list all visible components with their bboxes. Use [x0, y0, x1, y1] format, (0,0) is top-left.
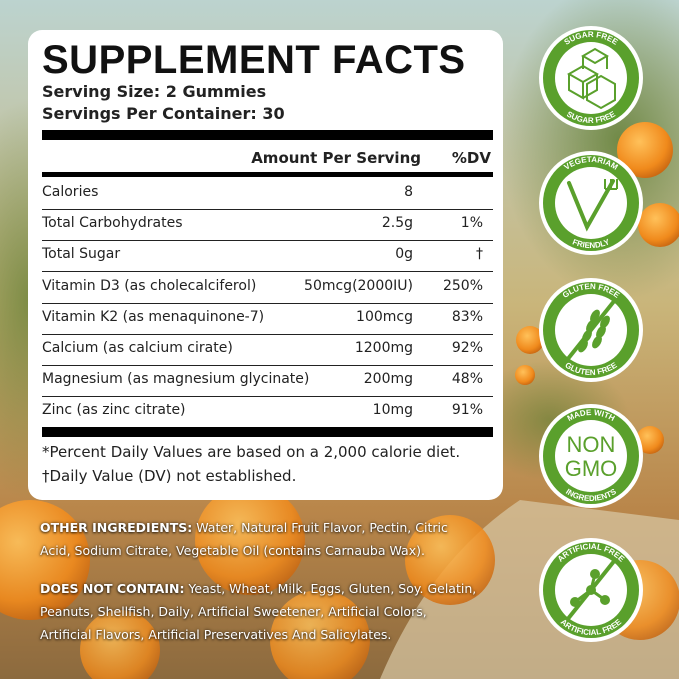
daily-value: 250%: [442, 277, 483, 294]
table-row: Zinc (as zinc citrate) 10mg 91%: [42, 396, 493, 427]
icon: [604, 179, 618, 190]
amount: 0g: [395, 246, 413, 263]
serving-size: Serving Size: 2 Gummies: [42, 82, 267, 101]
table-row: Calcium (as calcium cirate) 1200mg 92%: [42, 334, 493, 365]
icon: [592, 335, 602, 349]
daily-value: 1%: [460, 215, 483, 232]
icon: [566, 47, 616, 110]
footnote: *Percent Daily Values are based on a 2,0…: [42, 443, 461, 461]
facts-panel: SUPPLEMENT FACTS Serving Size: 2 Gummies…: [28, 30, 503, 500]
text: Yeast, Wheat, Milk, Eggs, Gluten, Soy. G…: [40, 581, 477, 642]
nutrient-name: Total Carbohydrates: [42, 215, 183, 232]
amount: 8: [404, 184, 413, 200]
badge-inner: [555, 167, 627, 239]
daily-value: 48%: [451, 371, 483, 388]
servings-per-container: Servings Per Container: 30: [42, 104, 285, 123]
table-row: Magnesium (as magnesium glycinate) 200mg 4…: [42, 365, 493, 396]
does-not-contain: DOES NOT CONTAIN: Yeast, Wheat, Milk, Eg…: [40, 577, 480, 646]
row-rule: [42, 333, 493, 335]
row-rule: [42, 209, 493, 210]
badge-bottom-text: FRIENDLY: [571, 237, 611, 250]
table-row: Total Carbohydrates 2.5g 1%: [42, 209, 493, 240]
table-row: Vitamin K2 (as menaquinone-7) 100mcg 83%: [42, 303, 493, 334]
label: OTHER INGREDIENTS:: [40, 520, 193, 535]
nutrient-name: Calcium (as calcium cirate): [42, 340, 233, 356]
row-rule: [42, 302, 493, 304]
text: Water, Natural Fruit Flavor, Pectin, Cit…: [40, 520, 448, 558]
badge-inner: [555, 420, 627, 492]
divider: [42, 172, 493, 177]
badge-bottom: FRIENDLY: [571, 237, 611, 250]
column-header: Amount Per Serving: [251, 149, 421, 167]
center-text: GMO: [565, 456, 618, 481]
daily-value: 83%: [451, 308, 483, 325]
icon: [596, 325, 606, 339]
nutrient-name: Zinc (as zinc citrate): [42, 402, 186, 419]
icon: [590, 569, 600, 579]
nutrient-name: Calories: [42, 184, 99, 200]
nutrient-name: Total Sugar: [42, 246, 121, 263]
divider: [42, 130, 493, 140]
footnote: †Daily Value (DV) not established.: [42, 467, 297, 485]
label: DOES NOT CONTAIN:: [40, 581, 185, 596]
daily-value: 91%: [451, 402, 483, 419]
other-ingredients: OTHER INGREDIENTS: Water, Natural Fruit …: [40, 516, 480, 562]
table-row: Calories 8: [42, 178, 493, 209]
row-rule: [42, 271, 493, 273]
title: SUPPLEMENT FACTS: [42, 38, 466, 82]
table-row: Vitamin D3 (as cholecalciferol) 50mcg(200…: [42, 272, 493, 303]
icon: [600, 595, 610, 605]
nutrient-name: Magnesium (as magnesium glycinate): [42, 371, 310, 388]
table-row: Total Sugar 0g †: [42, 240, 493, 271]
amount: 2.5g: [381, 215, 413, 232]
amount: 50mcg(2000IU): [304, 277, 413, 294]
row-rule: [42, 240, 493, 242]
icon: [565, 558, 617, 622]
daily-value: †: [476, 246, 483, 263]
amount: 10mg: [372, 402, 413, 419]
nutrient-name: Vitamin D3 (as cholecalciferol): [42, 277, 257, 294]
row-rule: [42, 396, 493, 398]
row-rule: [42, 365, 493, 366]
icon: [567, 179, 615, 232]
amount: 100mcg: [356, 308, 413, 325]
column-header: %DV: [451, 149, 491, 167]
amount: 1200mg: [354, 340, 413, 356]
center-text: NON: [567, 432, 616, 457]
icon: [600, 315, 610, 329]
divider: [42, 427, 493, 437]
amount: 200mg: [363, 371, 413, 388]
nutrient-name: Vitamin K2 (as menaquinone-7): [42, 308, 265, 325]
icon: [565, 298, 617, 362]
daily-value: 92%: [451, 340, 483, 356]
